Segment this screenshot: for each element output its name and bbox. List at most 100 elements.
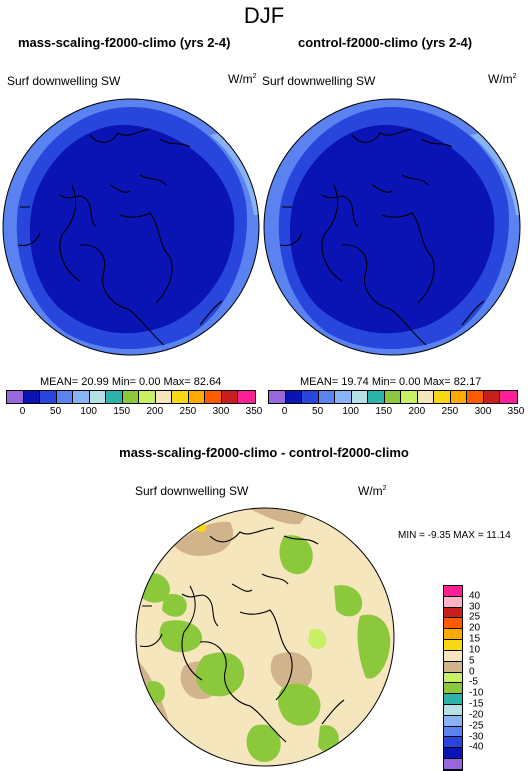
colorbar-box — [221, 391, 239, 403]
colorbar-tick-label: 150 — [113, 406, 131, 417]
diff-polar-map — [135, 507, 395, 767]
colorbar-tick-label: 10 — [469, 644, 481, 656]
colorbar-box — [417, 391, 435, 403]
colorbar-box — [444, 650, 462, 662]
colorbar-tick-label: 0 — [19, 406, 26, 417]
colorbar-box — [384, 391, 402, 403]
left-field-label: Surf downwelling SW — [7, 74, 121, 88]
colorbar-tick-label: 15 — [469, 633, 481, 645]
colorbar-box — [318, 391, 336, 403]
colorbar-box — [401, 391, 418, 403]
colorbar-tick-label: 150 — [375, 406, 393, 417]
left-panel-title: mass-scaling-f2000-climo (yrs 2-4) — [18, 35, 231, 50]
colorbar-tick-label: 0 — [469, 666, 475, 678]
left-polar-map — [2, 98, 260, 356]
colorbar-box — [444, 737, 462, 749]
right-stats: MEAN= 19.74 Min= 0.00 Max= 82.17 — [300, 376, 482, 388]
diff-minmax: MIN = -9.35 MAX = 11.14 — [398, 530, 511, 541]
diff-panel-title: mass-scaling-f2000-climo - control-f2000… — [119, 445, 409, 460]
colorbar-box — [444, 661, 462, 673]
right-units-label: W/m2 — [488, 72, 517, 86]
colorbar-box — [155, 391, 173, 403]
colorbar-box — [500, 391, 517, 403]
colorbar-box — [444, 672, 462, 684]
colorbar-box — [7, 391, 24, 403]
colorbar-box — [106, 391, 123, 403]
diff-colorbar — [443, 585, 463, 771]
diff-colorbar-labels: 40 30 25 20 15 10 5 0 -5 -10 -15 -20 -25 -30 -40 — [463, 585, 503, 771]
left-stats: MEAN= 20.99 Min= 0.00 Max= 82.64 — [40, 376, 222, 388]
colorbar-box — [73, 391, 90, 403]
colorbar-box — [434, 391, 451, 403]
colorbar-tick-label: 50 — [312, 406, 324, 417]
colorbar-box — [139, 391, 156, 403]
colorbar-box — [56, 391, 74, 403]
colorbar-box — [444, 726, 462, 738]
colorbar-tick-label: 100 — [80, 406, 97, 417]
colorbar-tick-label: 250 — [179, 406, 197, 417]
colorbar-tick-label: -25 — [469, 720, 484, 732]
right-panel-title: control-f2000-climo (yrs 2-4) — [298, 35, 473, 50]
colorbar-tick-label: -40 — [469, 741, 484, 753]
colorbar-tick-label: 40 — [469, 590, 481, 602]
colorbar-box — [23, 391, 41, 403]
colorbar-tick-label: 0 — [281, 406, 288, 417]
colorbar-tick-label: 250 — [441, 406, 459, 417]
diff-colorbar-boxes — [444, 586, 462, 770]
colorbar-box — [450, 391, 468, 403]
colorbar-box — [444, 586, 462, 597]
colorbar-box — [188, 391, 206, 403]
colorbar-box — [444, 629, 462, 641]
colorbar-tick-label: 350 — [245, 406, 263, 417]
colorbar-tick-label: 5 — [469, 655, 475, 667]
colorbar-tick-label: 300 — [474, 406, 492, 417]
colorbar-tick-label: 100 — [342, 406, 359, 417]
colorbar-box — [444, 748, 462, 759]
colorbar-tick-label: 200 — [408, 406, 426, 417]
colorbar-box — [368, 391, 385, 403]
left-colorbar-labels: 0 50 100 150 200 250 300 350 — [0, 406, 264, 420]
right-colorbar-boxes — [269, 391, 517, 403]
colorbar-tick-label: 30 — [469, 601, 481, 613]
colorbar-box — [351, 391, 369, 403]
right-colorbar-labels: 0 50 100 150 200 250 300 350 — [262, 406, 526, 420]
colorbar-box — [483, 391, 501, 403]
colorbar-tick-label: -15 — [469, 698, 484, 710]
colorbar-box — [285, 391, 303, 403]
left-colorbar-boxes — [7, 391, 255, 403]
right-field-label: Surf downwelling SW — [262, 74, 376, 88]
left-units-label: W/m2 — [228, 72, 257, 86]
colorbar-tick-label: -5 — [469, 676, 478, 688]
colorbar-box — [444, 759, 462, 770]
right-polar-map — [263, 98, 521, 356]
colorbar-tick-label: -20 — [469, 709, 484, 721]
diff-field-label: Surf downwelling SW — [135, 484, 249, 498]
colorbar-tick-label: 200 — [146, 406, 164, 417]
colorbar-box — [335, 391, 352, 403]
colorbar-box — [444, 618, 462, 630]
diff-units-label: W/m2 — [358, 484, 387, 498]
colorbar-box — [444, 704, 462, 716]
colorbar-box — [444, 683, 462, 695]
colorbar-box — [269, 391, 286, 403]
colorbar-box — [444, 694, 462, 705]
colorbar-tick-label: -10 — [469, 687, 484, 699]
colorbar-box — [444, 596, 462, 608]
colorbar-box — [122, 391, 140, 403]
colorbar-box — [205, 391, 222, 403]
colorbar-box — [467, 391, 484, 403]
colorbar-tick-label: 300 — [212, 406, 230, 417]
right-colorbar — [268, 390, 518, 404]
colorbar-box — [302, 391, 319, 403]
colorbar-box — [238, 391, 255, 403]
colorbar-box — [40, 391, 57, 403]
colorbar-box — [444, 715, 462, 727]
colorbar-box — [89, 391, 107, 403]
colorbar-box — [444, 640, 462, 651]
page-title: DJF — [243, 3, 285, 28]
colorbar-tick-label: -30 — [469, 731, 484, 743]
colorbar-tick-label: 20 — [469, 622, 481, 634]
left-colorbar — [6, 390, 256, 404]
colorbar-box — [172, 391, 189, 403]
colorbar-tick-label: 25 — [469, 611, 481, 623]
